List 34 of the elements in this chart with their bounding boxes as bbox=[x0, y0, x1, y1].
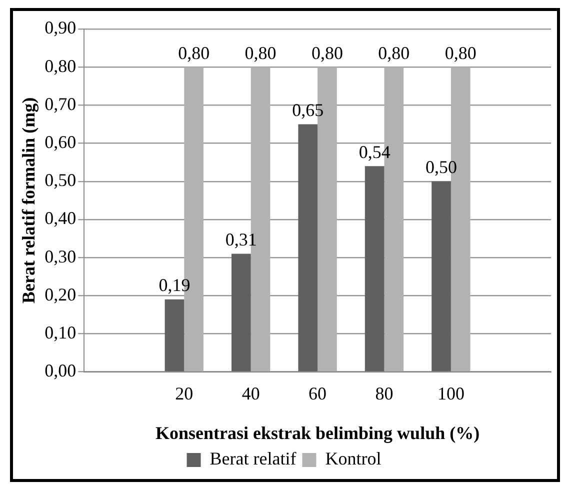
y-tick-label: 0,40 bbox=[44, 208, 76, 228]
x-tick-label: 100 bbox=[437, 383, 464, 404]
y-tick-label: 0,20 bbox=[44, 284, 76, 304]
y-tick-label: 0,00 bbox=[44, 360, 76, 381]
data-label: 0,31 bbox=[225, 229, 257, 250]
x-axis-title: Konsentrasi ekstrak belimbing wuluh (%) bbox=[156, 422, 480, 443]
data-label: 0,80 bbox=[311, 42, 343, 63]
data-label: 0,80 bbox=[378, 42, 410, 63]
legend-label: Berat relatif bbox=[210, 448, 296, 469]
y-tick-label: 0,60 bbox=[44, 132, 76, 152]
data-label: 0,50 bbox=[426, 157, 458, 178]
data-label: 0,65 bbox=[292, 100, 324, 120]
data-label: 0,80 bbox=[244, 42, 276, 63]
bar bbox=[232, 254, 251, 372]
y-tick-label: 0,80 bbox=[44, 56, 76, 76]
y-tick-label: 0,90 bbox=[44, 18, 76, 38]
bar bbox=[164, 299, 184, 372]
y-tick-label: 0,70 bbox=[44, 94, 76, 114]
data-label: 0,80 bbox=[444, 42, 476, 63]
bar bbox=[298, 124, 318, 372]
y-tick-label: 0,10 bbox=[44, 322, 76, 342]
x-tick-label: 60 bbox=[308, 383, 327, 404]
y-tick-label: 0,30 bbox=[44, 246, 76, 266]
x-tick-label: 40 bbox=[242, 383, 260, 404]
data-label: 0,80 bbox=[178, 42, 210, 63]
data-label: 0,54 bbox=[358, 142, 390, 162]
x-tick-label: 80 bbox=[375, 383, 394, 404]
bar bbox=[432, 181, 451, 372]
x-tick-label: 20 bbox=[175, 383, 194, 404]
y-axis-title: Berat relatif formalin (mg) bbox=[18, 97, 38, 304]
bar bbox=[364, 166, 384, 372]
y-tick-label: 0,50 bbox=[44, 170, 76, 190]
legend-label: Kontrol bbox=[325, 448, 382, 469]
data-label: 0,19 bbox=[158, 275, 190, 296]
